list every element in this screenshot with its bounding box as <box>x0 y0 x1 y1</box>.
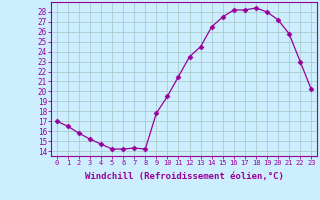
X-axis label: Windchill (Refroidissement éolien,°C): Windchill (Refroidissement éolien,°C) <box>84 172 284 181</box>
